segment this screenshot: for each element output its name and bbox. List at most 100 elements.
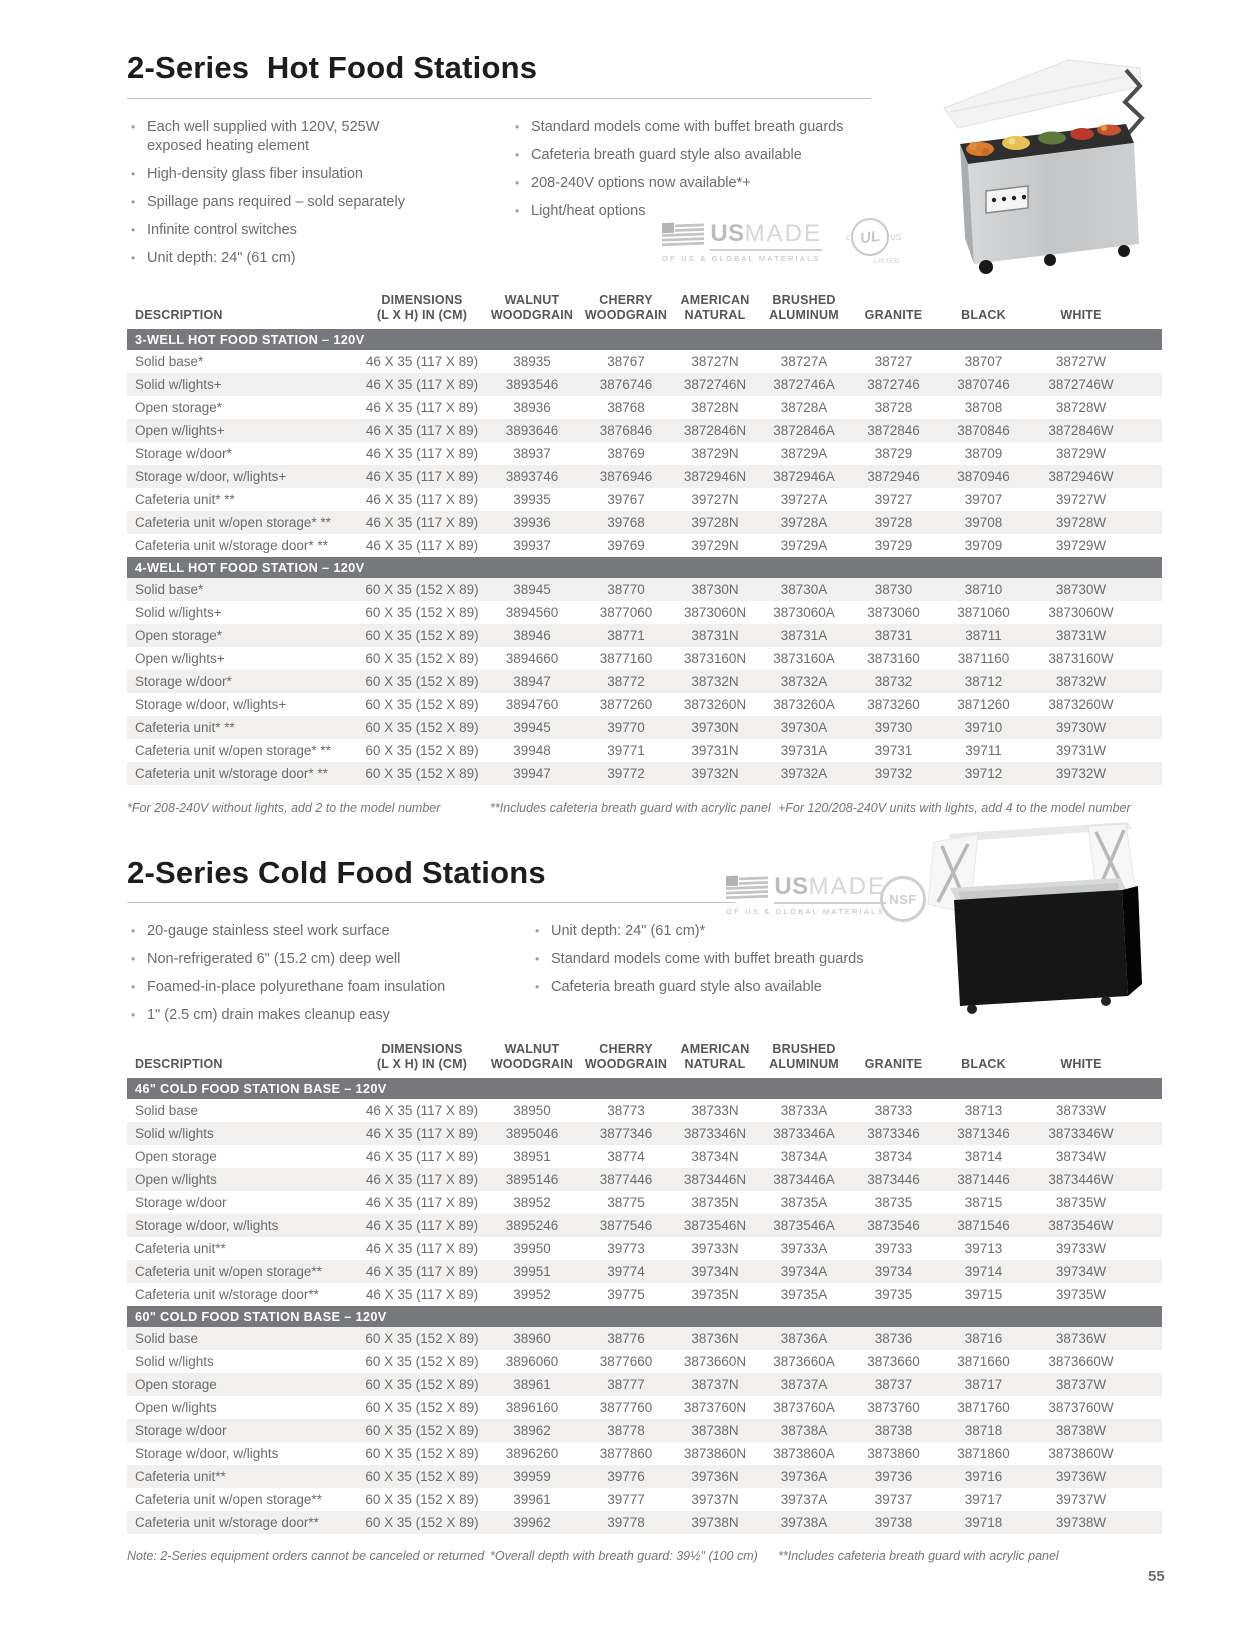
- model-number-cell: 38771: [582, 624, 670, 647]
- model-number-cell: 38962: [482, 1419, 582, 1442]
- dimensions-cell: 46 X 35 (117 X 89): [362, 419, 482, 442]
- model-number-cell: 39945: [482, 716, 582, 739]
- model-number-cell: 3871446: [939, 1168, 1028, 1191]
- model-number-cell: 3872846A: [760, 419, 848, 442]
- description-cell: Open storage*: [135, 400, 223, 415]
- model-number-cell: 38713: [964, 1103, 1003, 1118]
- usmade-subtitle: OF US & GLOBAL MATERIALS: [726, 907, 885, 916]
- model-number-cell: 38714: [964, 1149, 1003, 1164]
- model-number-cell: 39730N: [670, 716, 760, 739]
- model-number-cell: 38735A: [780, 1195, 828, 1210]
- cold-footnote: **Includes cafeteria breath guard with a…: [778, 1549, 1059, 1563]
- ul-listed-label: LISTED: [874, 258, 900, 265]
- description-cell: Open w/lights+: [127, 419, 362, 442]
- model-number-cell: 3896060: [505, 1354, 559, 1369]
- table-row: Storage w/door, w/lights+ 46 X 35 (117 X …: [127, 465, 1162, 488]
- model-number-cell: 39777: [607, 1492, 645, 1507]
- model-number-cell: 3873346: [848, 1122, 939, 1145]
- model-number-cell: 3876746: [582, 373, 670, 396]
- dimensions-cell: 60 X 35 (152 X 89): [362, 716, 482, 739]
- description-cell: Cafeteria unit w/open storage* **: [135, 743, 331, 758]
- model-number-cell: 3873346W: [1028, 1122, 1162, 1145]
- column-header: DIMENSIONS (L X H) IN (CM): [376, 293, 468, 322]
- dimensions-cell: 46 X 35 (117 X 89): [365, 538, 479, 553]
- usmade-badge: US MADE OF US & GLOBAL MATERIALS: [662, 220, 822, 263]
- description-cell: Open storage: [135, 1149, 217, 1164]
- model-number-cell: 38936: [513, 400, 551, 415]
- table-row: Cafeteria unit w/storage door** 46 X 35 (…: [127, 1283, 1162, 1306]
- model-number-cell: 38769: [607, 446, 645, 461]
- description-cell: Solid w/lights+: [127, 373, 362, 396]
- model-number-cell: 39729: [874, 538, 913, 553]
- model-number-cell: 38947: [482, 670, 582, 693]
- column-header: DIMENSIONS (L X H) IN (CM): [376, 1042, 468, 1071]
- model-number-cell: 38731A: [760, 624, 848, 647]
- model-number-cell: 39709: [964, 538, 1003, 553]
- model-number-cell: 38937: [513, 446, 551, 461]
- dimensions-cell: 46 X 35 (117 X 89): [365, 400, 479, 415]
- table-row: Open w/lights+ 60 X 35 (152 X 89) 3894660 3…: [127, 647, 1162, 670]
- table-row: Cafeteria unit** 60 X 35 (152 X 89) 39959 3…: [127, 1465, 1162, 1488]
- model-number-cell: 3893646: [482, 419, 582, 442]
- model-number-cell: 38716: [939, 1327, 1028, 1350]
- model-number-cell: 38734A: [780, 1149, 828, 1164]
- model-number-cell: 38767: [607, 354, 645, 369]
- model-number-cell: 38945: [482, 578, 582, 601]
- description-cell: Open w/lights+: [135, 651, 225, 666]
- model-number-cell: 39716: [939, 1465, 1028, 1488]
- model-number-cell: 38731W: [1028, 624, 1162, 647]
- column-header: WHITE: [1060, 1057, 1102, 1071]
- model-number-cell: 38734N: [691, 1149, 739, 1164]
- model-number-cell: 3873446A: [760, 1168, 848, 1191]
- description-cell: Solid w/lights: [135, 1354, 214, 1369]
- usmade-us-label: US: [774, 873, 809, 900]
- table-row: Cafeteria unit w/storage door* ** 60 X 35…: [127, 762, 1162, 785]
- column-header: GRANITE: [864, 1057, 923, 1071]
- model-number-cell: 38776: [582, 1327, 670, 1350]
- model-number-cell: 39730: [848, 716, 939, 739]
- description-cell: Open w/lights: [135, 1400, 217, 1415]
- model-number-cell: 39732: [848, 762, 939, 785]
- model-number-cell: 38729: [874, 446, 913, 461]
- model-number-cell: 38736W: [1028, 1327, 1162, 1350]
- model-number-cell: 3873346A: [760, 1122, 848, 1145]
- page-number: 55: [1148, 1568, 1165, 1585]
- cold-section-title: 2-Series Cold Food Stations: [127, 855, 546, 890]
- model-number-cell: 39738N: [670, 1511, 760, 1534]
- bullet-item: 208-240V options now available*+: [512, 174, 897, 193]
- table-row: Open storage 46 X 35 (117 X 89) 38951 38774…: [127, 1145, 1162, 1168]
- model-number-cell: 3895146: [482, 1168, 582, 1191]
- model-number-cell: 39734W: [1028, 1260, 1162, 1283]
- model-number-cell: 39737: [874, 1492, 913, 1507]
- model-number-cell: 39734: [848, 1260, 939, 1283]
- dimensions-cell: 46 X 35 (117 X 89): [365, 1241, 479, 1256]
- model-number-cell: 38730N: [670, 578, 760, 601]
- model-number-cell: 38729W: [1055, 446, 1107, 461]
- model-number-cell: 3872946W: [1028, 465, 1162, 488]
- model-number-cell: 3873660W: [1048, 1354, 1114, 1369]
- model-number-cell: 39951: [482, 1260, 582, 1283]
- table-row: Storage w/door 60 X 35 (152 X 89) 38962 387…: [127, 1419, 1162, 1442]
- model-number-cell: 39950: [513, 1241, 551, 1256]
- dimensions-cell: 60 X 35 (152 X 89): [362, 670, 482, 693]
- description-cell: Cafeteria unit* **: [135, 492, 235, 507]
- table-row: Solid base 60 X 35 (152 X 89) 38960 38776 38…: [127, 1327, 1162, 1350]
- model-number-cell: 39735A: [780, 1287, 828, 1302]
- model-number-cell: 38731: [848, 624, 939, 647]
- dimensions-cell: 60 X 35 (152 X 89): [362, 1327, 482, 1350]
- table-row: Storage w/door, w/lights 60 X 35 (152 X 8…: [127, 1442, 1162, 1465]
- model-number-cell: 39738A: [760, 1511, 848, 1534]
- model-number-cell: 3896160: [505, 1400, 559, 1415]
- model-number-cell: 38727W: [1055, 354, 1107, 369]
- model-number-cell: 39729N: [691, 538, 739, 553]
- dimensions-cell: 60 X 35 (152 X 89): [362, 1373, 482, 1396]
- model-number-cell: 39735W: [1055, 1287, 1107, 1302]
- table-row: Solid base* 60 X 35 (152 X 89) 38945 38770 3…: [127, 578, 1162, 601]
- model-number-cell: 39937: [513, 538, 551, 553]
- model-number-cell: 3876946: [582, 465, 670, 488]
- model-number-cell: 3870746: [939, 373, 1028, 396]
- model-number-cell: 3873546N: [670, 1214, 760, 1237]
- model-number-cell: 38951: [513, 1149, 551, 1164]
- dimensions-cell: 60 X 35 (152 X 89): [365, 743, 479, 758]
- cold-food-station-photo: [927, 822, 1142, 1014]
